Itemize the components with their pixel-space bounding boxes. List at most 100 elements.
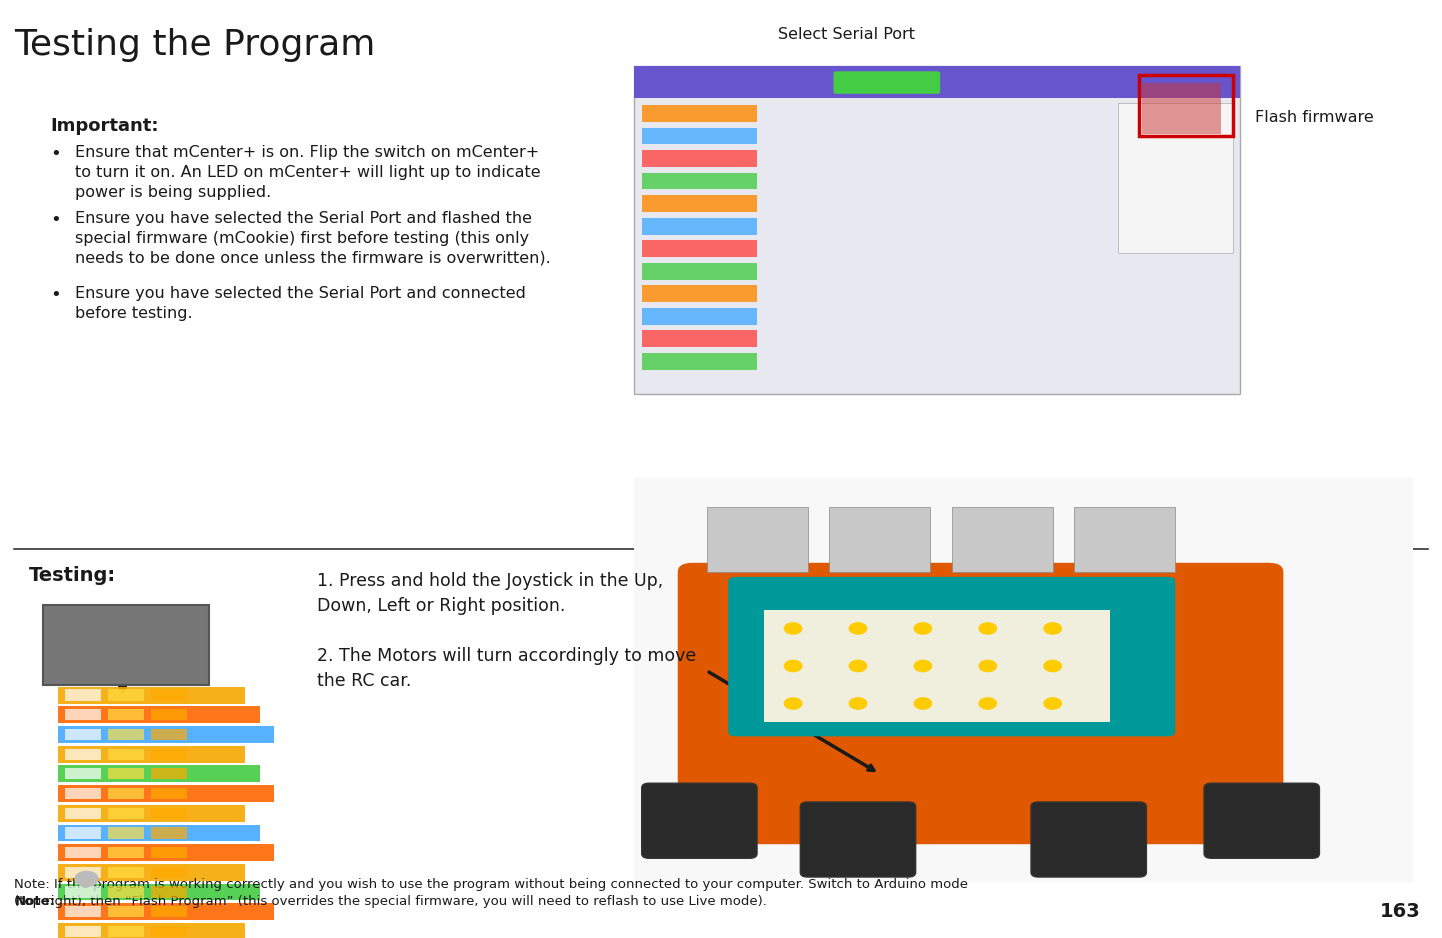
- FancyBboxPatch shape: [952, 507, 1053, 572]
- FancyBboxPatch shape: [65, 729, 101, 740]
- Text: Testing the Program: Testing the Program: [14, 28, 376, 62]
- FancyBboxPatch shape: [108, 729, 144, 740]
- FancyBboxPatch shape: [108, 689, 144, 701]
- FancyBboxPatch shape: [108, 926, 144, 937]
- Text: Ensure you have selected the Serial Port and flashed the
special firmware (mCook: Ensure you have selected the Serial Port…: [75, 211, 551, 265]
- Text: Flash firmware: Flash firmware: [1255, 110, 1373, 125]
- FancyBboxPatch shape: [728, 577, 1175, 736]
- FancyBboxPatch shape: [58, 785, 274, 802]
- FancyBboxPatch shape: [108, 788, 144, 799]
- FancyBboxPatch shape: [58, 844, 274, 861]
- FancyBboxPatch shape: [58, 726, 274, 743]
- Circle shape: [1044, 660, 1061, 672]
- Circle shape: [1044, 698, 1061, 709]
- FancyBboxPatch shape: [764, 610, 1110, 722]
- FancyBboxPatch shape: [58, 864, 245, 881]
- FancyBboxPatch shape: [829, 507, 930, 572]
- FancyBboxPatch shape: [151, 749, 187, 760]
- FancyBboxPatch shape: [642, 783, 757, 858]
- FancyBboxPatch shape: [65, 827, 101, 839]
- Text: Ensure that mCenter+ is on. Flip the switch on mCenter+
to turn it on. An LED on: Ensure that mCenter+ is on. Flip the swi…: [75, 145, 541, 200]
- FancyBboxPatch shape: [642, 105, 757, 122]
- Text: Click the green
flag to activate
the script.: Click the green flag to activate the scr…: [71, 617, 182, 673]
- FancyBboxPatch shape: [151, 906, 187, 917]
- FancyBboxPatch shape: [65, 749, 101, 760]
- FancyBboxPatch shape: [642, 353, 757, 370]
- Text: Ensure you have selected the Serial Port and connected
before testing.: Ensure you have selected the Serial Port…: [75, 286, 526, 321]
- Circle shape: [914, 660, 932, 672]
- FancyBboxPatch shape: [642, 330, 757, 347]
- FancyBboxPatch shape: [634, 478, 1413, 882]
- Circle shape: [914, 698, 932, 709]
- FancyBboxPatch shape: [151, 926, 187, 937]
- FancyBboxPatch shape: [58, 884, 260, 900]
- FancyBboxPatch shape: [108, 847, 144, 858]
- Text: Note:: Note:: [14, 895, 55, 908]
- FancyBboxPatch shape: [151, 788, 187, 799]
- FancyBboxPatch shape: [65, 808, 101, 819]
- FancyBboxPatch shape: [65, 867, 101, 878]
- FancyBboxPatch shape: [65, 768, 101, 779]
- FancyBboxPatch shape: [642, 285, 757, 302]
- Circle shape: [75, 871, 98, 886]
- Text: Select Serial Port: Select Serial Port: [777, 27, 916, 42]
- FancyBboxPatch shape: [108, 808, 144, 819]
- FancyBboxPatch shape: [58, 706, 260, 723]
- FancyBboxPatch shape: [151, 709, 187, 720]
- FancyBboxPatch shape: [58, 923, 245, 938]
- Text: 2. The Motors will turn accordingly to move
the RC car.: 2. The Motors will turn accordingly to m…: [317, 647, 696, 690]
- Text: •: •: [50, 211, 61, 229]
- FancyBboxPatch shape: [1142, 83, 1221, 134]
- FancyBboxPatch shape: [1204, 783, 1319, 858]
- FancyBboxPatch shape: [1118, 103, 1233, 253]
- Circle shape: [979, 623, 996, 634]
- Text: •: •: [50, 145, 61, 163]
- FancyBboxPatch shape: [151, 867, 187, 878]
- FancyBboxPatch shape: [58, 765, 260, 782]
- FancyBboxPatch shape: [108, 749, 144, 760]
- Circle shape: [849, 698, 867, 709]
- FancyBboxPatch shape: [58, 687, 245, 704]
- FancyBboxPatch shape: [43, 605, 209, 685]
- Circle shape: [849, 623, 867, 634]
- FancyBboxPatch shape: [642, 128, 757, 144]
- FancyBboxPatch shape: [1074, 507, 1175, 572]
- FancyBboxPatch shape: [58, 903, 274, 920]
- Text: Testing:: Testing:: [29, 566, 115, 584]
- Circle shape: [784, 698, 802, 709]
- FancyBboxPatch shape: [108, 768, 144, 779]
- Text: 1. Press and hold the Joystick in the Up,
Down, Left or Right position.: 1. Press and hold the Joystick in the Up…: [317, 572, 663, 615]
- Circle shape: [1044, 623, 1061, 634]
- FancyBboxPatch shape: [108, 867, 144, 878]
- Circle shape: [849, 660, 867, 672]
- FancyBboxPatch shape: [833, 71, 940, 94]
- FancyBboxPatch shape: [58, 746, 245, 763]
- FancyBboxPatch shape: [65, 709, 101, 720]
- FancyBboxPatch shape: [151, 808, 187, 819]
- FancyBboxPatch shape: [108, 827, 144, 839]
- FancyBboxPatch shape: [151, 827, 187, 839]
- FancyBboxPatch shape: [151, 689, 187, 701]
- FancyBboxPatch shape: [65, 926, 101, 937]
- Text: 163: 163: [1380, 902, 1420, 921]
- FancyBboxPatch shape: [108, 906, 144, 917]
- Circle shape: [784, 623, 802, 634]
- FancyBboxPatch shape: [65, 788, 101, 799]
- FancyBboxPatch shape: [642, 308, 757, 325]
- FancyBboxPatch shape: [634, 66, 1240, 98]
- FancyBboxPatch shape: [151, 729, 187, 740]
- Text: •: •: [50, 286, 61, 304]
- Circle shape: [979, 660, 996, 672]
- FancyBboxPatch shape: [151, 847, 187, 858]
- Circle shape: [784, 660, 802, 672]
- Circle shape: [914, 623, 932, 634]
- FancyBboxPatch shape: [642, 240, 757, 257]
- FancyBboxPatch shape: [151, 768, 187, 779]
- FancyBboxPatch shape: [65, 847, 101, 858]
- FancyBboxPatch shape: [58, 825, 260, 841]
- FancyBboxPatch shape: [800, 802, 916, 877]
- FancyBboxPatch shape: [151, 886, 187, 898]
- FancyBboxPatch shape: [65, 906, 101, 917]
- Text: Important:: Important:: [50, 117, 159, 135]
- FancyBboxPatch shape: [642, 263, 757, 280]
